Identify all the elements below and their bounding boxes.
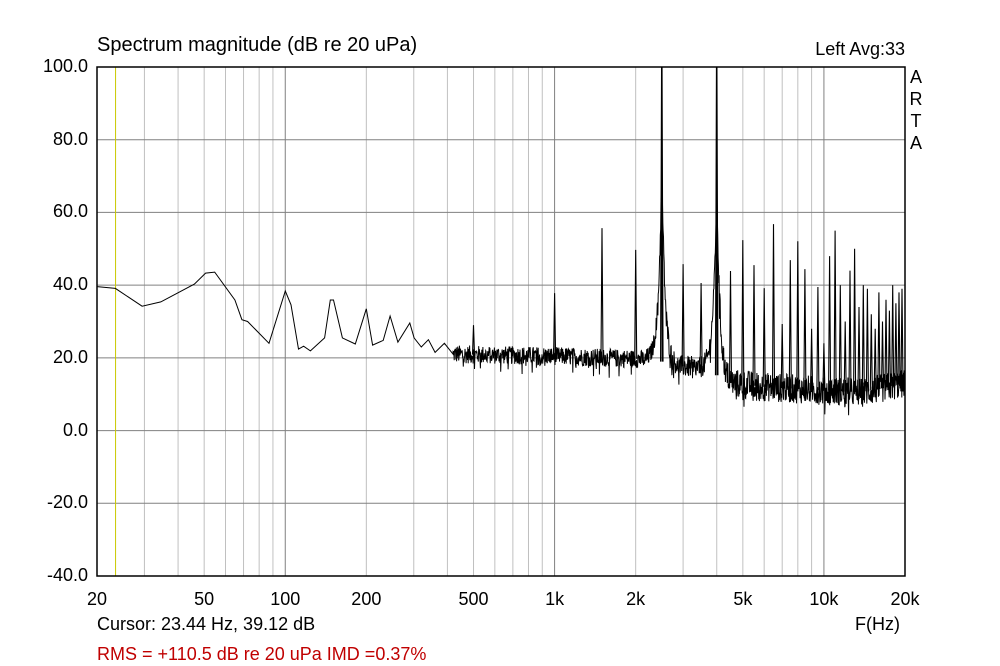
- plot-frame: [96, 66, 906, 577]
- harmonic-peak: [880, 321, 885, 389]
- y-tick-label: -40.0: [46, 565, 88, 585]
- harmonic-peak: [752, 265, 756, 386]
- y-tick-label: -20.0: [46, 492, 88, 513]
- harmonic-peak: [771, 224, 776, 388]
- harmonic-peak: [853, 248, 857, 393]
- harmonic-peak: [681, 264, 685, 367]
- rms-imd-readout: RMS = +110.5 dB re 20 uPa IMD =0.37%: [97, 644, 427, 664]
- harmonic-peak: [897, 292, 901, 385]
- x-tick-label: 20k: [890, 589, 920, 609]
- x-tick-label: 5k: [733, 589, 753, 609]
- chart-title: Spectrum magnitude (dB re 20 uPa): [97, 34, 418, 56]
- harmonic-peak: [828, 256, 832, 391]
- harmonic-peak: [873, 328, 877, 390]
- harmonic-peak: [869, 314, 873, 391]
- harmonic-peak: [788, 260, 792, 389]
- y-tick-label: 40.0: [52, 274, 88, 295]
- harmonic-peak: [894, 303, 898, 386]
- spectrum-line: [96, 167, 906, 416]
- harmonic-peak: [553, 293, 557, 357]
- y-tick-label: 80.0: [52, 128, 88, 149]
- x-tick-label: 20: [86, 589, 108, 609]
- y-tick-label: 0.0: [62, 419, 88, 440]
- x-tick-label: 50: [194, 589, 215, 609]
- y-tick-label: 100.0: [42, 56, 88, 76]
- harmonic-peak: [634, 249, 638, 359]
- harmonic-peak: [833, 230, 837, 392]
- harmonic-peak: [891, 285, 895, 387]
- brand-letter: A: [909, 67, 922, 87]
- harmonic-peak: [660, 66, 664, 362]
- x-tick-label: 500: [458, 589, 489, 609]
- harmonic-peak: [810, 328, 814, 390]
- brand-letter: T: [910, 111, 922, 131]
- harmonic-peak: [865, 288, 869, 392]
- harmonic-peak: [861, 285, 865, 393]
- y-tick-label: 60.0: [52, 201, 88, 222]
- x-tick-label: 2k: [626, 589, 646, 609]
- x-axis-label: F(Hz): [855, 614, 900, 634]
- harmonic-peak: [780, 323, 784, 389]
- x-tick-label: 100: [270, 589, 301, 609]
- x-tick-label: 200: [351, 589, 382, 609]
- brand-letter: R: [909, 89, 923, 109]
- y-tick-label: 20.0: [52, 346, 88, 367]
- harmonic-peak: [699, 282, 703, 368]
- harmonic-peak: [741, 240, 745, 385]
- harmonic-peak: [884, 299, 888, 388]
- harmonic-peak: [900, 288, 904, 385]
- harmonic-peak: [822, 343, 826, 391]
- harmonic-peak: [471, 325, 476, 355]
- harmonic-peak: [877, 292, 881, 390]
- harmonic-peak: [600, 228, 604, 358]
- harmonic-peak: [848, 270, 852, 392]
- harmonic-peak: [857, 306, 861, 393]
- harmonic-peak: [796, 241, 800, 390]
- harmonic-peak: [887, 310, 891, 387]
- cursor-readout: Cursor: 23.44 Hz, 39.12 dB: [97, 614, 316, 634]
- x-tick-label: 1k: [545, 589, 565, 609]
- x-tick-label: 10k: [809, 589, 839, 609]
- harmonic-peak: [762, 288, 766, 387]
- harmonic-peak: [838, 285, 842, 392]
- harmonic-peak: [843, 321, 847, 392]
- channel-average-label: Left Avg:33: [815, 39, 905, 59]
- harmonic-peak: [728, 270, 733, 383]
- brand-letter: A: [909, 133, 922, 153]
- harmonic-peak: [803, 269, 807, 390]
- harmonic-peak: [816, 286, 820, 391]
